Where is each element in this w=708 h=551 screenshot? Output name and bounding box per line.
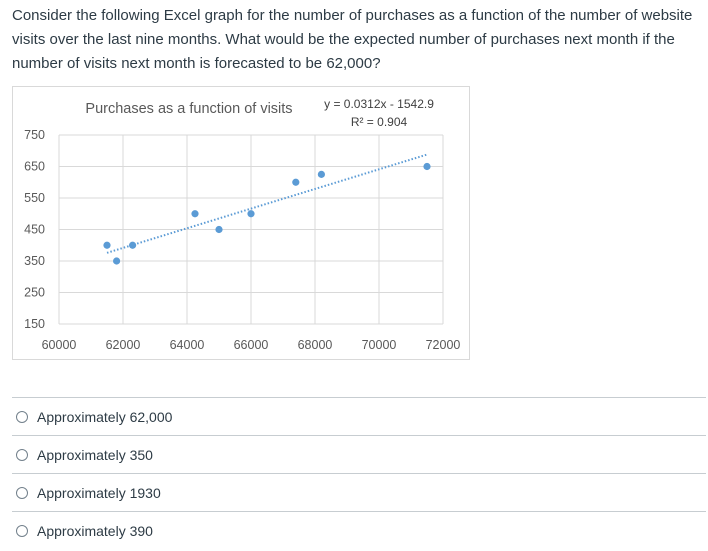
answer-option-3[interactable]: Approximately 1930 [12,473,706,511]
x-tick-label: 68000 [298,338,333,352]
answer-label: Approximately 1930 [37,484,161,501]
trendline-equation: y = 0.0312x - 1542.9 [324,97,434,111]
x-tick-label: 72000 [426,338,461,352]
answer-list: Approximately 62,000 Approximately 350 A… [12,397,706,549]
answer-option-2[interactable]: Approximately 350 [12,435,706,473]
data-point [113,257,121,265]
y-tick-label: 650 [24,160,45,174]
points-layer [103,162,431,265]
scatter-chart: Purchases as a function of visits y = 0.… [12,86,470,360]
data-point [423,162,431,171]
y-tick-label: 250 [24,286,45,300]
chart-svg: Purchases as a function of visits y = 0.… [24,97,460,352]
question-text: Consider the following Excel graph for t… [12,7,693,72]
y-tick-label: 550 [24,191,45,205]
radio-button-1[interactable] [16,410,28,423]
data-point [215,225,223,234]
answer-label: Approximately 390 [37,522,153,539]
y-tick-label: 750 [24,128,45,142]
x-tick-label: 66000 [234,338,269,352]
y-tick-label: 450 [24,223,45,237]
trendline-r-squared: R² = 0.904 [351,115,408,129]
data-point [103,241,111,249]
grid-layer [58,134,444,325]
answer-option-1[interactable]: Approximately 62,000 [12,397,706,435]
y-tick-label: 350 [24,254,45,268]
answer-label: Approximately 62,000 [37,408,173,425]
radio-button-3[interactable] [16,486,28,499]
x-tick-label: 70000 [362,338,397,352]
y-tick-label: 150 [24,317,45,331]
x-tick-label: 62000 [106,338,141,352]
radio-button-4[interactable] [16,524,28,537]
data-point [247,210,255,218]
data-point [191,210,199,218]
data-point [292,178,300,186]
x-tick-label: 64000 [170,338,205,352]
chart-title: Purchases as a function of visits [85,101,292,117]
labels-layer: Purchases as a function of visits y = 0.… [24,97,460,352]
radio-button-2[interactable] [16,448,28,461]
answer-label: Approximately 350 [37,446,153,463]
answer-option-4[interactable]: Approximately 390 [12,511,706,549]
data-point [317,170,325,178]
data-point [129,241,137,249]
x-tick-label: 60000 [42,338,77,352]
